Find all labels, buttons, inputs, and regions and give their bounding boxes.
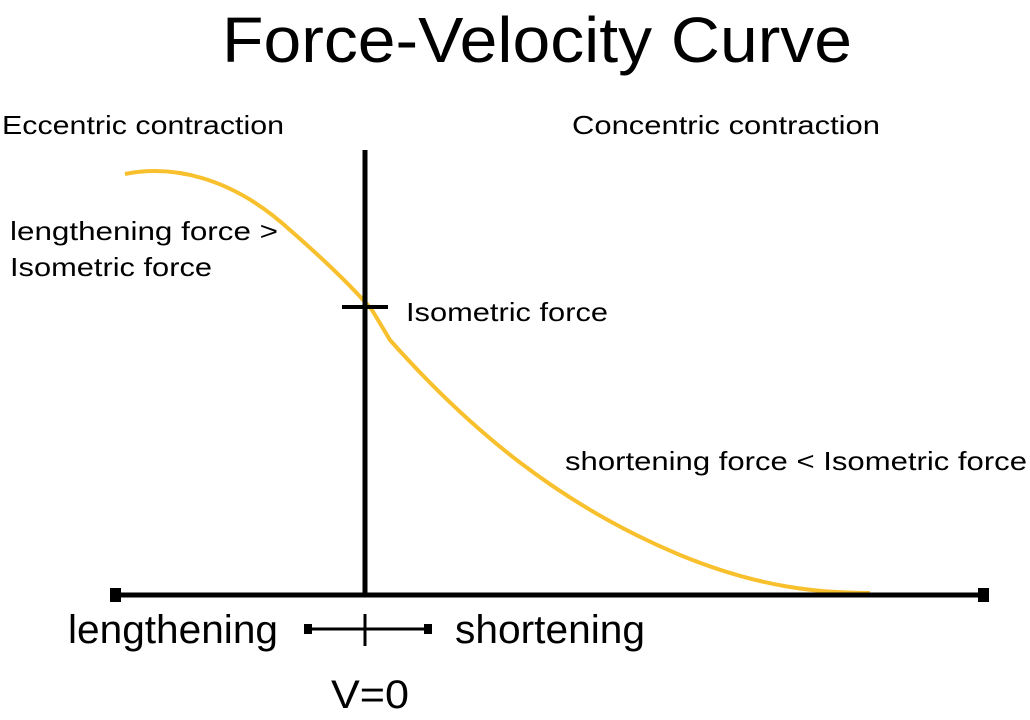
axis-cap (110, 588, 121, 602)
region-label: Concentric contraction (572, 110, 880, 140)
title: Force-Velocity Curve (222, 4, 852, 76)
axis-label: shortening (455, 608, 645, 652)
region-label: Eccentric contraction (2, 110, 284, 140)
direction-cap (304, 624, 312, 634)
axis-cap (978, 588, 989, 602)
annotation: Isometric force (10, 252, 212, 282)
force-velocity-curve (124, 169, 871, 595)
annotation: Isometric force (406, 297, 608, 327)
zero-label: V=0 (331, 673, 409, 717)
axis-label: lengthening (68, 608, 278, 652)
annotation: lengthening force > (10, 216, 278, 246)
annotation: shortening force < Isometric force (565, 446, 1027, 476)
direction-cap (424, 624, 432, 634)
